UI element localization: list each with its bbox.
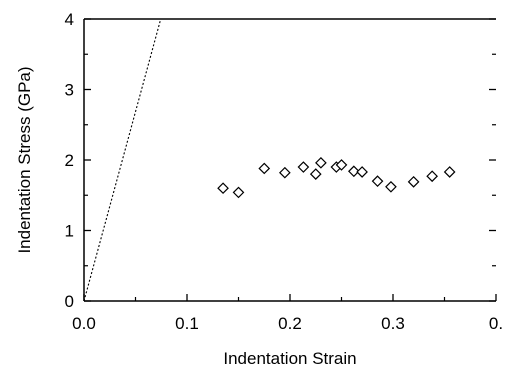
x-tick-label: 0.2 [278,314,302,333]
data-point [232,186,245,199]
data-point [335,159,348,171]
data-point [356,166,368,178]
data-point [309,168,322,180]
data-point [385,180,397,193]
data-point [258,162,271,175]
data-point [217,182,229,195]
y-tick-label: 4 [65,10,74,29]
data-point [279,166,291,179]
y-tick-label: 2 [65,151,74,170]
x-tick-label: 0.0 [72,314,96,333]
data-point [426,170,438,183]
x-axis-label: Indentation Strain [223,349,356,368]
data-point [443,166,456,178]
y-tick-label: 1 [65,222,74,241]
data-point [371,175,384,187]
data-point [315,156,327,169]
x-tick-label: 0.1 [175,314,199,333]
y-tick-label: 0 [65,292,74,311]
y-tick-label: 3 [65,81,74,100]
data-point [348,165,360,178]
x-tick-label: 0.3 [381,314,405,333]
y-axis-label: Indentation Stress (GPa) [15,66,34,253]
x-tick-label: 0. [489,314,503,333]
data-point [297,161,310,173]
reference-line [83,18,162,302]
data-point [407,176,420,188]
